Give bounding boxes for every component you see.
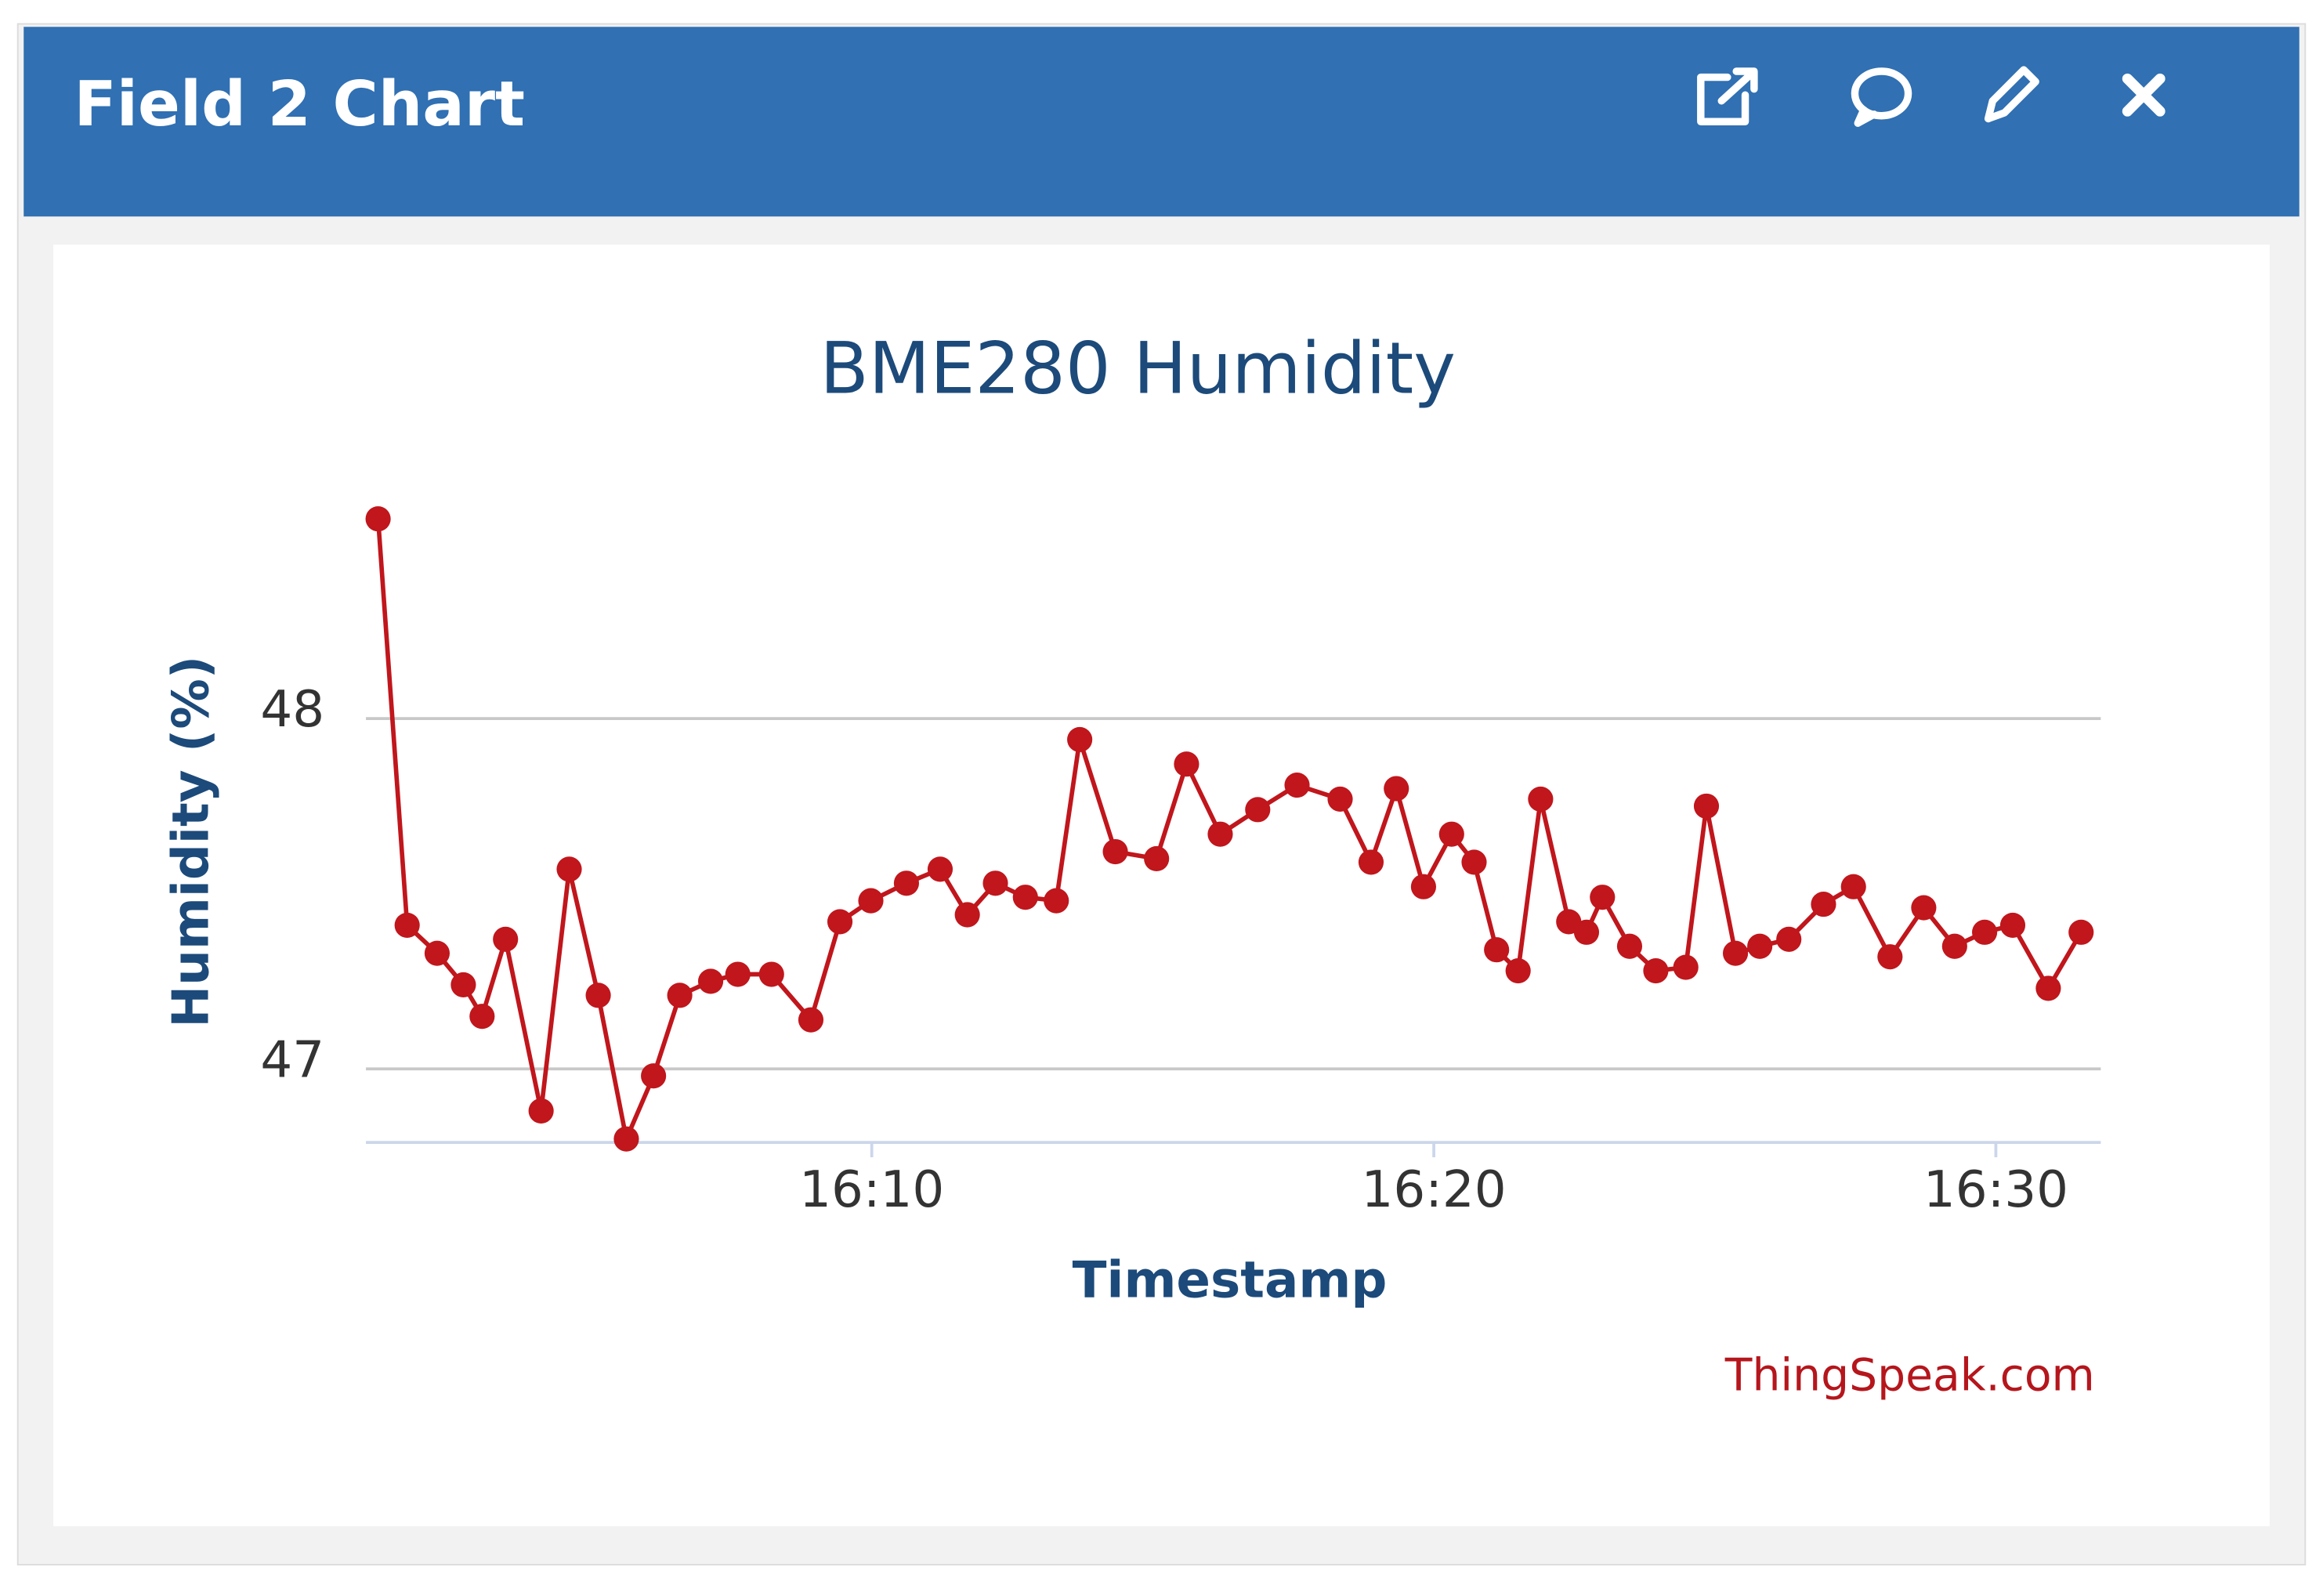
data-point <box>1747 933 1773 959</box>
data-point <box>725 961 751 987</box>
data-point <box>1044 888 1069 914</box>
data-point <box>2035 975 2061 1001</box>
data-point <box>1673 954 1699 980</box>
header-title: Field 2 Chart <box>74 67 525 140</box>
data-point <box>1245 797 1271 823</box>
data-point <box>1972 919 1998 945</box>
data-point <box>1941 933 1967 959</box>
data-point <box>1693 793 1720 819</box>
data-point <box>493 926 519 952</box>
data-point <box>1999 912 2026 938</box>
x-tick-label: 16:30 <box>1923 1160 2068 1219</box>
data-point <box>1067 726 1093 753</box>
data-point <box>827 909 853 935</box>
x-tick-label: 16:20 <box>1361 1160 1506 1219</box>
data-point <box>1643 957 1669 984</box>
data-point <box>1722 940 1749 966</box>
data-point <box>927 856 953 882</box>
data-point <box>1811 892 1836 917</box>
data-point <box>1590 885 1616 910</box>
data-point <box>424 940 450 966</box>
data-point <box>1410 874 1436 899</box>
data-point <box>1528 786 1554 812</box>
data-point <box>1102 838 1128 865</box>
data-point <box>697 968 724 994</box>
y-axis-label: Humidity (%) <box>161 656 220 1028</box>
data-point <box>1174 751 1199 777</box>
data-point <box>528 1098 554 1124</box>
data-point <box>893 870 920 896</box>
data-point <box>954 902 980 928</box>
data-point <box>1484 937 1510 963</box>
close-icon[interactable] <box>2122 73 2166 117</box>
data-point <box>613 1126 639 1152</box>
data-point <box>1207 821 1233 847</box>
data-point <box>394 912 420 938</box>
x-axis-label: Timestamp <box>1073 1250 1388 1309</box>
data-point <box>1012 885 1038 910</box>
data-point <box>667 983 693 1008</box>
data-point <box>365 506 391 532</box>
x-tick-label: 16:10 <box>799 1160 944 1219</box>
data-point <box>1616 933 1643 959</box>
data-point <box>1384 776 1409 802</box>
data-point <box>982 870 1008 896</box>
data-point <box>1911 895 1937 921</box>
data-point <box>1776 926 1802 952</box>
data-point <box>798 1007 824 1033</box>
edit-icon[interactable] <box>1984 66 2039 123</box>
data-point <box>450 972 476 998</box>
data-point <box>1358 849 1384 875</box>
data-point <box>1573 919 1600 945</box>
comment-icon[interactable] <box>1851 67 1912 127</box>
data-point <box>585 983 611 1008</box>
credit: ThingSpeak.com <box>1724 1349 2095 1401</box>
data-point <box>641 1063 667 1089</box>
header-bar <box>24 27 2299 217</box>
y-tick-label: 47 <box>260 1030 324 1089</box>
data-point <box>1877 944 1903 970</box>
data-point <box>1144 845 1170 872</box>
data-point <box>1284 772 1310 798</box>
data-point <box>1505 957 1531 984</box>
data-point <box>556 856 582 882</box>
chart-area <box>53 244 2270 1526</box>
chart-title: BME280 Humidity <box>820 328 1456 411</box>
data-point <box>1461 849 1487 875</box>
y-tick-label: 48 <box>260 680 324 739</box>
data-point <box>758 961 784 987</box>
data-point <box>1840 874 1866 899</box>
data-point <box>469 1004 495 1030</box>
data-point <box>1327 786 1353 812</box>
data-point <box>2068 919 2094 945</box>
open-icon[interactable] <box>1697 67 1758 126</box>
data-point <box>858 888 884 914</box>
data-point <box>1438 821 1464 847</box>
